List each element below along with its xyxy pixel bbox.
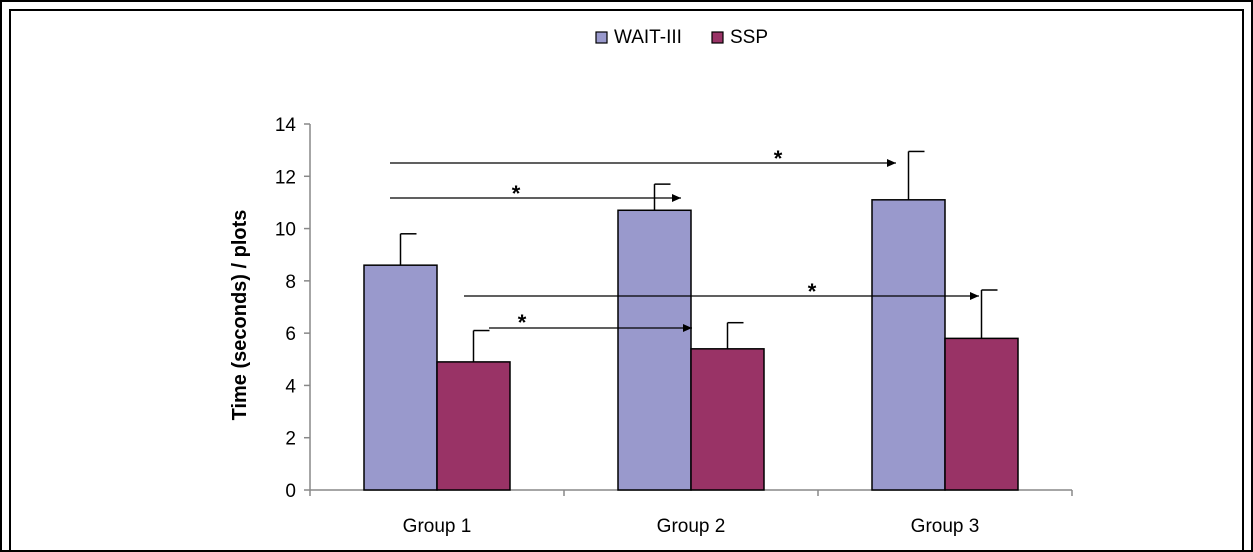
- y-tick-label: 12: [275, 167, 296, 188]
- significance-star: *: [518, 310, 527, 335]
- bar-ssp-1: [436, 361, 511, 491]
- error-bars: [399, 150, 998, 362]
- y-tick-label: 10: [275, 220, 296, 241]
- x-tick-label: Group 3: [911, 516, 980, 537]
- x-tick-label: Group 2: [657, 516, 726, 537]
- legend-label-wait-iii: WAIT-III: [614, 27, 682, 48]
- legend-swatch-ssp: [711, 31, 724, 44]
- y-tick-label: 4: [285, 376, 296, 397]
- y-tick-label: 6: [285, 324, 296, 345]
- legend-label-ssp: SSP: [730, 27, 768, 48]
- significance-star: *: [808, 279, 817, 304]
- y-tick-label: 0: [285, 481, 296, 502]
- bar-wait-iii-2: [617, 209, 692, 491]
- legend: WAIT-III SSP: [595, 27, 768, 48]
- axes: 0 2 4 6 8 10 12 14 Group 1 Group 2 Group 3: [275, 115, 1073, 537]
- bar-wait-iii-3: [871, 199, 946, 491]
- y-tick-label: 14: [275, 115, 297, 136]
- x-tick-label: Group 1: [403, 516, 472, 537]
- significance-annotations: * * * *: [390, 146, 979, 335]
- bar-ssp-2: [690, 348, 765, 491]
- legend-swatch-wait-iii: [595, 31, 608, 44]
- bar-ssp-3: [944, 337, 1019, 491]
- y-tick-label: 8: [285, 272, 296, 293]
- bars: [363, 199, 1019, 491]
- bar-wait-iii-1: [363, 264, 438, 491]
- significance-star: *: [512, 181, 521, 206]
- inner-border: [9, 9, 1244, 552]
- significance-star: *: [774, 146, 783, 171]
- y-tick-label: 2: [285, 429, 296, 450]
- y-axis-label: Time (seconds) / plots: [229, 210, 251, 421]
